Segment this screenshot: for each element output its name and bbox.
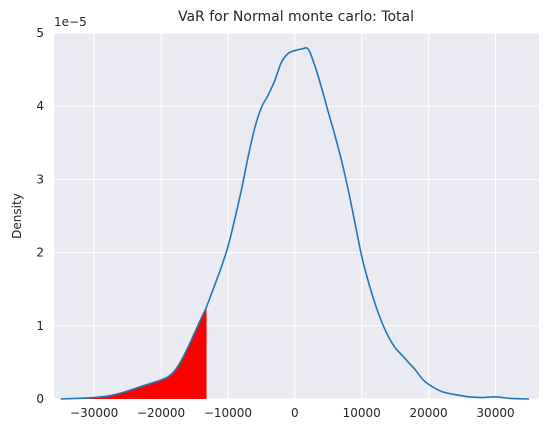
density-curve <box>60 47 529 400</box>
x-tick-label: 30000 <box>476 406 514 420</box>
y-axis-label: Density <box>10 193 24 239</box>
x-tick-label: 10000 <box>343 406 381 420</box>
x-tick-label: −20000 <box>137 406 185 420</box>
grid-lines <box>54 32 539 400</box>
chart-title: VaR for Normal monte carlo: Total <box>178 9 414 25</box>
tick-labels: −30000 −20000 −10000 0 10000 20000 30000 0 1 2 3 4 5 <box>36 26 514 420</box>
y-tick-label: 4 <box>36 99 44 113</box>
y-tick-label: 3 <box>36 172 44 186</box>
x-tick-label: 0 <box>291 406 299 420</box>
plot-area <box>54 33 539 399</box>
x-tick-label: −10000 <box>204 406 252 420</box>
y-tick-label: 1 <box>36 319 44 333</box>
y-scale-label: 1e−5 <box>54 15 87 29</box>
x-tick-label: 20000 <box>410 406 448 420</box>
y-tick-label: 2 <box>36 246 44 260</box>
y-tick-label: 5 <box>36 26 44 40</box>
x-tick-label: −30000 <box>70 406 118 420</box>
y-tick-label: 0 <box>36 392 44 406</box>
